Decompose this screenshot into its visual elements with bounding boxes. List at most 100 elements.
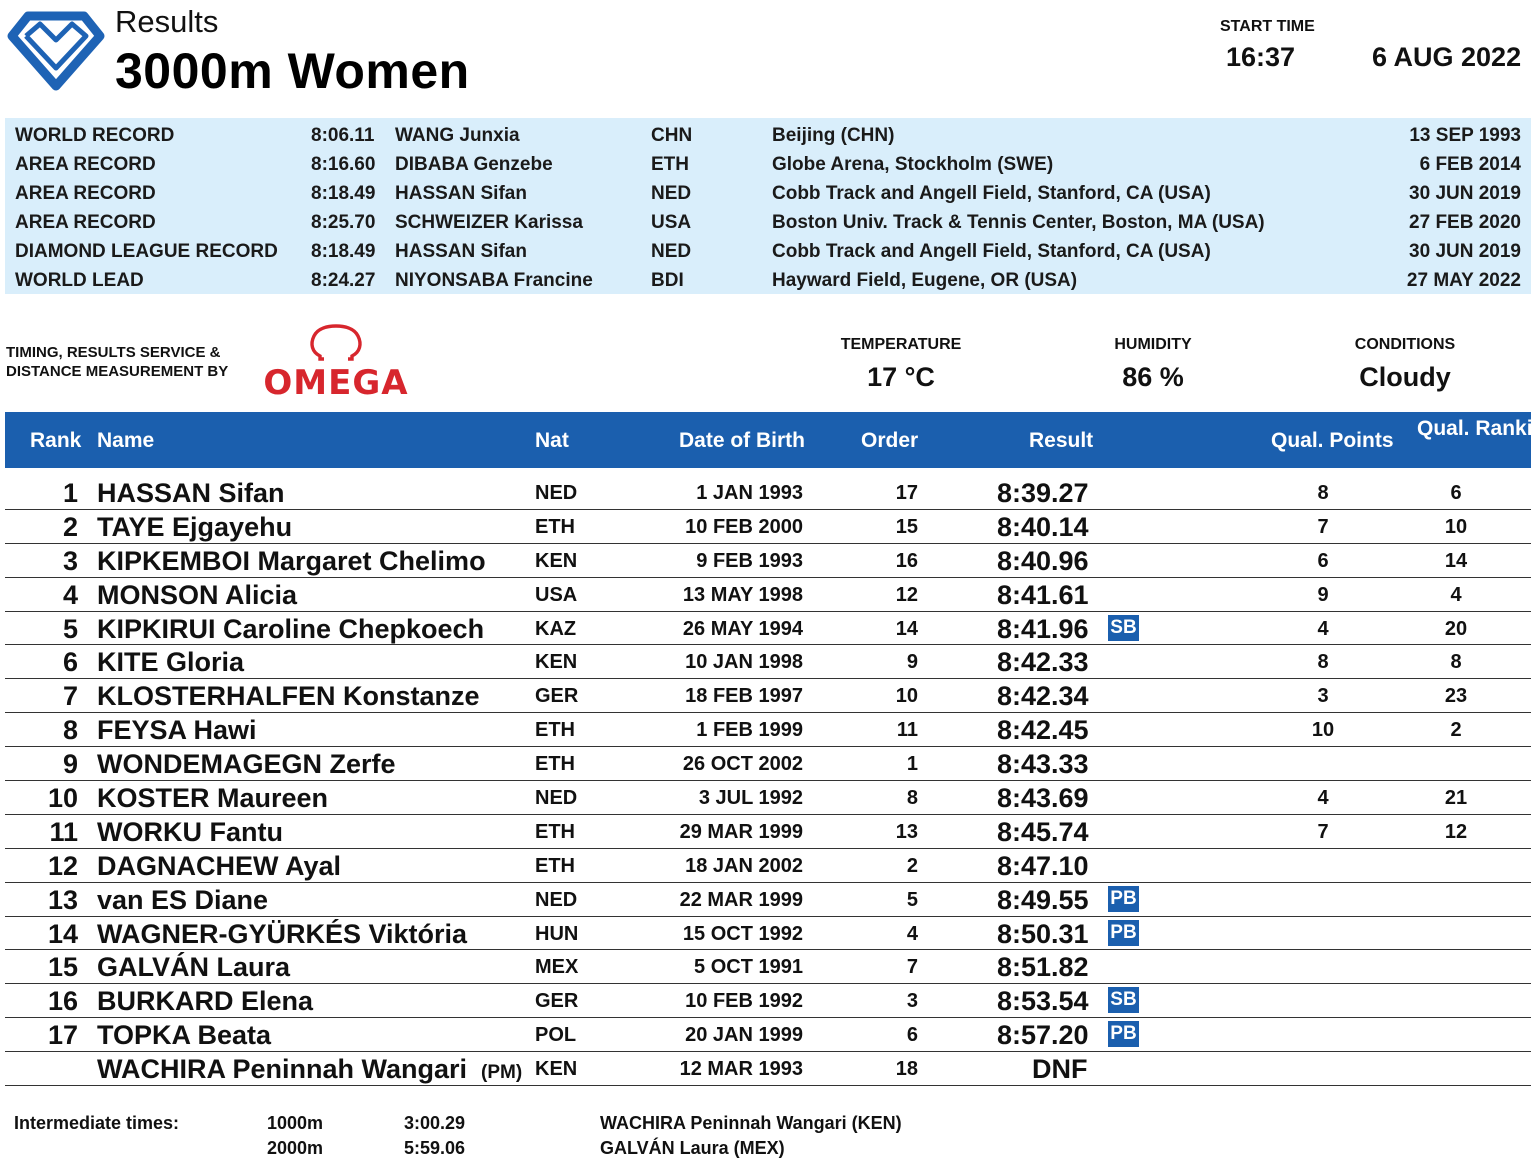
cell-order: 11: [896, 719, 918, 742]
event-title: 3000m Women: [115, 43, 470, 99]
cell-rank: 2: [62, 511, 78, 542]
split-leader: WACHIRA Peninnah Wangari (KEN): [600, 1113, 902, 1133]
cell-nat: KEN: [535, 1058, 578, 1081]
split-distance: 1000m: [267, 1113, 324, 1133]
document-subtitle: Results: [115, 4, 219, 39]
column-header-order: Order: [861, 429, 919, 452]
cell-qual-ranking: 21: [1444, 787, 1468, 810]
cell-nat: KEN: [535, 549, 578, 572]
cell-name: TOPKA Beata: [97, 1020, 271, 1051]
cell-nat: HUN: [535, 922, 579, 945]
timing-credit-line: TIMING, RESULTS SERVICE &: [6, 344, 221, 361]
cell-result: 8:40.14: [997, 511, 1089, 542]
cell-qual-points: 4: [1317, 617, 1329, 640]
cell-dob: 18 FEB 1997: [685, 685, 803, 708]
record-time: 8:24.27: [311, 270, 376, 291]
cell-dob: 13 MAY 1998: [682, 583, 803, 606]
cell-qual-points: 9: [1317, 583, 1329, 606]
cell-name: KIPKIRUI Caroline Chepkoech: [97, 614, 484, 645]
conditions-value: Cloudy: [1359, 362, 1451, 392]
cell-order: 1: [906, 753, 918, 776]
athlete-name: KIPKIRUI Caroline Chepkoech: [97, 613, 485, 644]
cell-qual-ranking: 6: [1450, 482, 1462, 504]
record-row: DIAMOND LEAGUE RECORD 8:18.49 HASSAN Sif…: [5, 237, 1531, 266]
start-time: 16:37: [1226, 42, 1296, 72]
record-nat: CHN: [651, 125, 693, 146]
record-venue: Beijing (CHN): [772, 125, 895, 146]
table-row: 12 DAGNACHEW Ayal ETH 18 JAN 2002 2 8:47…: [5, 849, 1531, 883]
table-row: 7 KLOSTERHALFEN Konstanze GER 18 FEB 199…: [5, 679, 1531, 714]
athlete-name: KOSTER Maureen: [97, 783, 329, 814]
athlete-name: WONDEMAGEGN Zerfe: [97, 749, 396, 780]
cell-order: 10: [895, 685, 918, 708]
records-table: WORLD RECORD 8:06.11 WANG Junxia CHN Bei…: [5, 118, 1531, 294]
cell-rank: 16: [47, 986, 78, 1017]
cell-name: van ES Diane: [97, 885, 268, 916]
split-leader: GALVÁN Laura (MEX): [600, 1138, 785, 1158]
cell-name: KITE Gloria: [97, 647, 244, 678]
table-row: 2 TAYE Ejgayehu ETH 10 FEB 2000 15 8:40.…: [5, 510, 1531, 544]
cell-nat: NED: [535, 787, 578, 810]
pacemaker-tag: (PM): [481, 1062, 523, 1084]
cell-order: 7: [906, 956, 918, 979]
cell-qual-points: 3: [1317, 685, 1329, 708]
column-header-dob: Date of Birth: [679, 429, 805, 452]
record-row: AREA RECORD 8:18.49 HASSAN Sifan NED Cob…: [5, 179, 1531, 208]
table-row: 10 KOSTER Maureen NED 3 JUL 1992 8 8:43.…: [5, 781, 1531, 815]
cell-order: 5: [906, 888, 918, 911]
athlete-name: WORKU Fantu: [97, 816, 283, 847]
conditions-label: CONDITIONS: [1354, 336, 1456, 353]
omega-wordmark: OMEGA: [263, 363, 408, 400]
cell-qual-ranking: 2: [1450, 719, 1462, 742]
season-best-badge: SB: [1108, 614, 1139, 641]
split-time: 5:59.06: [404, 1138, 466, 1158]
record-holder: NIYONSABA Francine: [395, 270, 593, 291]
record-venue: Cobb Track and Angell Field, Stanford, C…: [772, 241, 1211, 262]
cell-result: 8:53.54: [997, 986, 1089, 1017]
cell-dob: 9 FEB 1993: [696, 549, 803, 572]
cell-order: 4: [906, 922, 918, 945]
column-header-rank: Rank: [30, 429, 82, 452]
cell-nat: POL: [535, 1024, 577, 1047]
cell-rank: 7: [62, 681, 78, 712]
cell-order: 6: [906, 1024, 918, 1047]
athlete-name: KITE Gloria: [97, 647, 245, 678]
cell-rank: 12: [47, 850, 78, 881]
cell-dob: 10 FEB 1992: [685, 990, 803, 1013]
cell-result: 8:45.74: [997, 816, 1089, 847]
record-type: AREA RECORD: [15, 212, 156, 233]
athlete-name: DAGNACHEW Ayal: [97, 850, 342, 881]
record-row: AREA RECORD 8:16.60 DIBABA Genzebe ETH G…: [5, 150, 1531, 179]
cell-qual-ranking: 20: [1444, 617, 1468, 640]
cell-qual-ranking: 8: [1450, 651, 1462, 674]
table-row: 1 HASSAN Sifan NED 1 JAN 1993 17 8:39.27…: [5, 476, 1531, 510]
table-row: WACHIRA Peninnah Wangari (PM) KEN 12 MAR …: [5, 1052, 1531, 1087]
record-nat: NED: [651, 241, 692, 262]
event-date: 6 AUG 2022: [1372, 42, 1522, 72]
cell-nat: GER: [535, 990, 579, 1013]
athlete-name: WAGNER-GYÜRKÉS Viktória: [97, 918, 468, 949]
season-best-badge: SB: [1108, 987, 1139, 1014]
record-holder: HASSAN Sifan: [395, 183, 527, 204]
record-row: WORLD RECORD 8:06.11 WANG Junxia CHN Bei…: [5, 121, 1531, 150]
record-date: 27 FEB 2020: [1409, 212, 1521, 233]
cell-dob: 26 OCT 2002: [682, 753, 803, 776]
cell-rank: 6: [62, 647, 78, 678]
split-leaders: WACHIRA Peninnah Wangari (KEN) GALVÁN La…: [600, 1111, 902, 1160]
cell-result: 8:49.55: [997, 884, 1089, 915]
record-type: WORLD LEAD: [15, 270, 144, 291]
cell-dob: 20 JAN 1999: [685, 1024, 803, 1047]
table-row: 17 TOPKA Beata POL 20 JAN 1999 6 8:57.20…: [5, 1018, 1531, 1053]
record-type: AREA RECORD: [15, 154, 156, 175]
cell-dob: 18 JAN 2002: [685, 854, 803, 877]
cell-qual-ranking: 10: [1444, 515, 1468, 538]
cell-nat: ETH: [535, 753, 575, 776]
personal-best-badge: PB: [1108, 885, 1139, 912]
record-holder: DIBABA Genzebe: [395, 154, 553, 175]
athlete-name: KIPKEMBOI Margaret Chelimo: [97, 545, 486, 576]
cell-result: 8:42.33: [997, 647, 1089, 678]
record-row: WORLD LEAD 8:24.27 NIYONSABA Francine BD…: [5, 266, 1531, 295]
cell-nat: NED: [535, 482, 578, 504]
cell-qual-points: 8: [1317, 482, 1329, 504]
record-time: 8:25.70: [311, 212, 376, 233]
